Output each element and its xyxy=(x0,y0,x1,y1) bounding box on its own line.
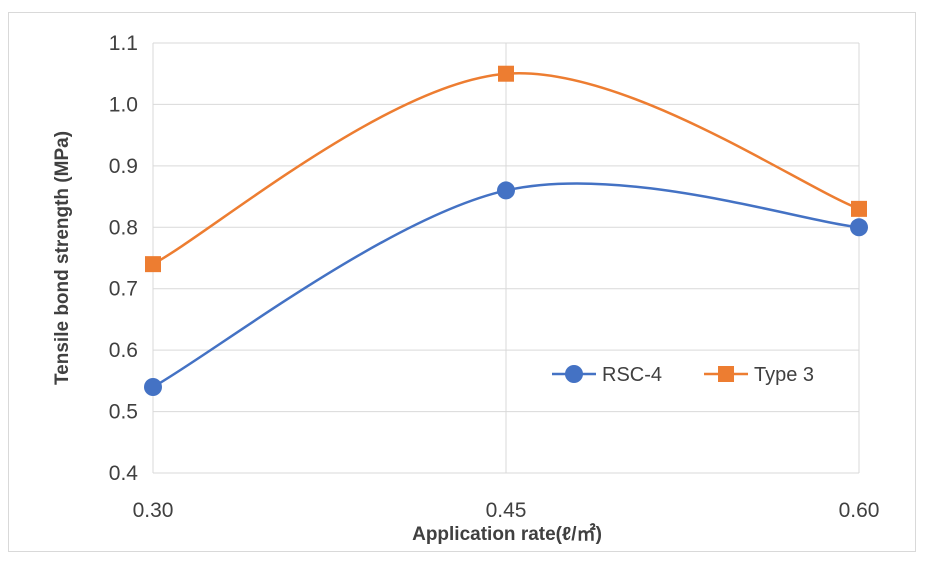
data-point-0 xyxy=(497,181,515,200)
y-tick-label: 0.5 xyxy=(109,401,138,424)
y-tick-label: 0.9 xyxy=(109,155,138,178)
legend-marker xyxy=(718,366,735,382)
x-axis-title: Application rate(ℓ/㎡) xyxy=(412,522,602,545)
series-markers xyxy=(144,65,868,396)
y-axis-title: Tensile bond strength (MPa) xyxy=(52,131,73,385)
y-tick-label: 0.4 xyxy=(109,462,139,485)
legend-label: Type 3 xyxy=(754,364,814,386)
data-point-1 xyxy=(851,200,867,217)
y-tick-label: 0.6 xyxy=(109,339,138,362)
data-point-1 xyxy=(145,256,161,273)
gridlines xyxy=(152,42,860,474)
data-point-1 xyxy=(498,65,514,82)
y-tick-labels: 0.4 0.5 0.6 0.7 0.8 0.9 1.0 1.1 xyxy=(109,32,139,485)
x-tick-label: 0.60 xyxy=(839,499,880,522)
legend-label: RSC-4 xyxy=(602,364,662,386)
x-tick-label: 0.30 xyxy=(133,499,174,522)
y-tick-label: 1.1 xyxy=(109,32,138,55)
x-tick-labels: 0.30 0.45 0.60 xyxy=(133,499,880,522)
data-point-0 xyxy=(144,378,162,396)
y-tick-label: 0.8 xyxy=(109,216,138,239)
chart-frame xyxy=(8,12,916,552)
y-tick-label: 0.7 xyxy=(109,278,138,301)
x-tick-label: 0.45 xyxy=(486,499,527,522)
legend-marker xyxy=(565,365,583,383)
y-tick-label: 1.0 xyxy=(109,93,138,116)
legend: RSC-4 Type 3 xyxy=(552,364,814,386)
data-point-0 xyxy=(850,218,868,237)
